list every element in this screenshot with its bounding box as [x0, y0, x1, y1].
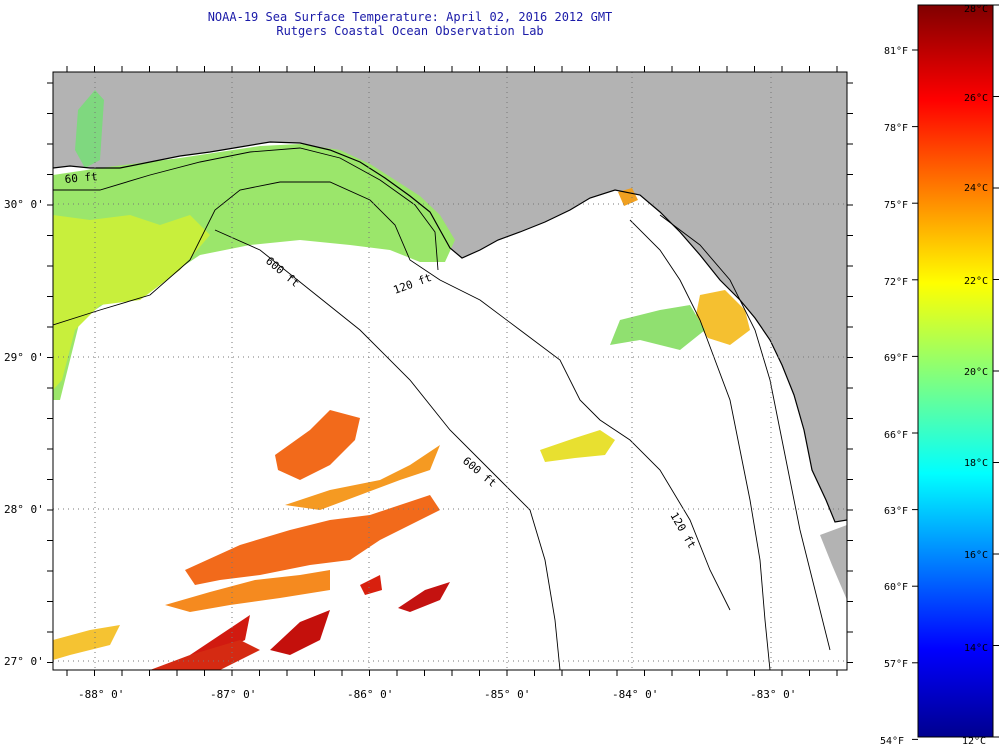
- sst-patch-south-red-2: [270, 610, 330, 655]
- colorbar-c-26: 26°C: [964, 93, 988, 104]
- lon-label-88: -88° 0': [78, 688, 124, 701]
- chart-title: NOAA-19 Sea Surface Temperature: April 0…: [207, 10, 613, 24]
- lat-label-28: 28° 0': [4, 503, 44, 516]
- sst-patch-pensacola-bay: [75, 90, 104, 168]
- sst-patch-south-orange-2: [285, 445, 440, 510]
- isobath-60ft: [53, 147, 439, 271]
- colorbar-c-20: 20°C: [964, 367, 988, 378]
- lon-label-83: -83° 0': [750, 688, 796, 701]
- land-area: [53, 72, 847, 522]
- colorbar-ticks: [912, 4, 999, 740]
- lat-label-30: 30° 0': [4, 198, 44, 211]
- coastline: [53, 141, 847, 523]
- sst-patch-big-bend: [695, 290, 750, 345]
- sst-patch-south-orange-1: [275, 410, 360, 480]
- colorbar-f-81: 81°F: [884, 46, 908, 57]
- sst-patch-big-bend-green: [610, 305, 705, 350]
- land-area-south: [820, 525, 847, 600]
- sst-patch-south-orange-3: [185, 495, 440, 585]
- isobath-120ft-east: [629, 219, 771, 670]
- isobath-120ft: [53, 181, 731, 611]
- colorbar-f-57: 57°F: [884, 659, 908, 670]
- colorbar-f-54: 54°F: [880, 736, 904, 747]
- colorbar-f-60: 60°F: [884, 582, 908, 593]
- colorbar-c-14: 14°C: [964, 643, 988, 654]
- colorbar-c-12: 12°C: [962, 736, 986, 747]
- lon-label-87: -87° 0': [210, 688, 256, 701]
- lon-label-84: -84° 0': [612, 688, 658, 701]
- colorbar-f-66: 66°F: [884, 430, 908, 441]
- sst-patch-tampa: [540, 430, 615, 462]
- lon-label-85: -85° 0': [484, 688, 530, 701]
- lat-label-27: 27° 0': [4, 655, 44, 668]
- colorbar-c-16: 16°C: [964, 550, 988, 561]
- colorbar-f-78: 78°F: [884, 123, 908, 134]
- lat-label-29: 29° 0': [4, 351, 44, 364]
- colorbar-c-28: 28°C: [964, 4, 988, 15]
- sst-patch-south-red-4: [360, 575, 382, 595]
- isobath-60ft-east: [659, 214, 831, 651]
- axis-ticks: [47, 66, 853, 676]
- colorbar-c-22: 22°C: [964, 276, 988, 287]
- colorbar-f-69: 69°F: [884, 353, 908, 364]
- sst-patch-north-shelf-yellow: [53, 215, 210, 390]
- lon-label-86: -86° 0': [347, 688, 393, 701]
- map-frame: [52, 71, 848, 671]
- sst-patch-south-orange-4: [165, 570, 330, 612]
- sst-patch-southwest-yellow: [53, 625, 120, 660]
- colorbar-c-18: 18°C: [964, 458, 988, 469]
- isobath-label-60ft: 60 ft: [64, 170, 98, 186]
- isobath-600ft: [214, 229, 561, 670]
- colorbar-c-24: 24°C: [964, 183, 988, 194]
- colorbar-f-72: 72°F: [884, 277, 908, 288]
- sst-patch-south-red-3: [398, 582, 450, 612]
- colorbar-f-75: 75°F: [884, 200, 908, 211]
- sst-patch-steinhatchee: [618, 188, 638, 206]
- colorbar: [917, 4, 994, 738]
- colorbar-f-63: 63°F: [884, 506, 908, 517]
- sst-patch-north-shelf: [53, 144, 455, 400]
- chart-subtitle: Rutgers Coastal Ocean Observation Lab: [276, 24, 544, 38]
